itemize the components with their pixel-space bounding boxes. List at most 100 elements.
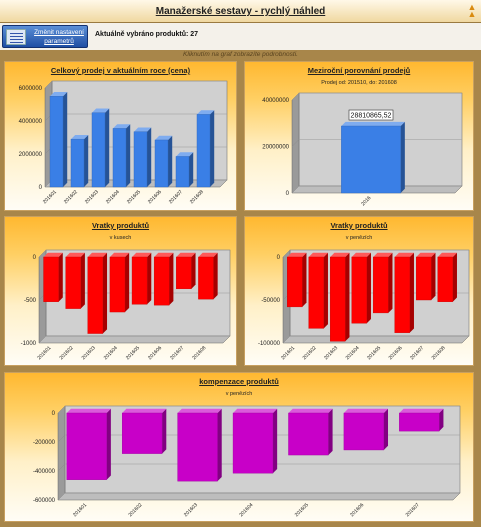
y-tick-label: -500	[24, 298, 37, 304]
bar	[177, 412, 218, 482]
chart-yoy[interactable]: 0 20000000 40000000 2016 28810865,52	[245, 62, 475, 212]
bar-top	[112, 124, 131, 129]
chart-panel-compensation[interactable]: kompenzace produktů v penězích 0 -200000 -…	[4, 372, 474, 522]
chart-total-sales[interactable]: 0 2000000 4000000 6000000 201601 201602 201603…	[5, 62, 238, 212]
gridline-side	[57, 463, 66, 472]
bar-side	[168, 135, 173, 187]
report-settings-icon	[6, 29, 26, 45]
bar-side	[400, 121, 405, 193]
bar-side	[323, 252, 328, 329]
bar-top	[287, 252, 307, 257]
x-tick-label: 201605	[294, 502, 310, 518]
bar-top	[87, 252, 108, 257]
bar-top	[233, 408, 278, 413]
chart-title: kompenzace produktů	[199, 377, 279, 386]
bar-top	[341, 121, 405, 127]
chart-panel-total-sales[interactable]: Celkový prodej v aktuálním roce (cena) 0…	[4, 61, 237, 211]
bar	[175, 156, 190, 188]
y-tick-label: 0	[277, 255, 281, 261]
bar-top	[308, 252, 328, 257]
y-tick-label: -200000	[33, 440, 56, 446]
bar-side	[366, 252, 371, 324]
bar	[70, 138, 85, 188]
x-tick-label: 201602	[128, 502, 144, 518]
bar-side	[217, 408, 222, 482]
x-tick-label: 201603	[81, 345, 97, 361]
gridline-side	[38, 335, 47, 344]
chart-title: Meziroční porovnání prodejů	[307, 66, 411, 75]
double-chevron-up-icon[interactable]: ▲ ▲	[467, 2, 477, 19]
y-tick-label: 6000000	[19, 86, 43, 92]
bar-top	[122, 408, 167, 413]
gridline-side	[282, 249, 291, 258]
bar	[109, 256, 126, 313]
gridline-side	[57, 492, 66, 501]
x-tick-label: 2016	[360, 195, 372, 207]
x-tick-label: 201601	[42, 189, 58, 205]
bar-top	[70, 134, 89, 140]
bar-top	[154, 135, 173, 140]
y-tick-label: -100000	[258, 341, 281, 347]
y-tick-label: -1000	[21, 341, 37, 347]
chart-subtitle: v kusech	[109, 235, 132, 241]
y-tick-label: 0	[52, 411, 56, 417]
bar-side	[328, 408, 333, 456]
bar	[287, 256, 303, 308]
bar	[437, 256, 453, 302]
gridline-side	[282, 335, 291, 344]
bar	[121, 412, 163, 454]
bar-side	[80, 252, 85, 309]
x-tick-label: 201607	[409, 345, 425, 361]
bar-top	[351, 252, 371, 257]
bar	[399, 412, 440, 432]
chart-panel-returns-units[interactable]: Vratky produktů v kusech 0 -500 -1000 20160…	[4, 216, 237, 366]
bar-top	[175, 152, 194, 157]
y-tick-label: 20000000	[262, 145, 289, 151]
plot-floor	[57, 492, 461, 501]
y-tick-label: 0	[33, 255, 37, 261]
x-tick-label: 201602	[302, 345, 318, 361]
bar-side	[84, 134, 89, 187]
bar-side	[147, 127, 152, 187]
chart-subtitle: v penězích	[345, 235, 373, 241]
x-tick-label: 201603	[183, 502, 199, 518]
bar-side	[210, 110, 215, 187]
bar	[65, 256, 81, 309]
x-tick-label: 201601	[36, 345, 52, 361]
gridline-side	[57, 405, 66, 414]
bar-top	[43, 252, 63, 257]
bar	[87, 256, 104, 334]
plot-floor	[38, 335, 231, 344]
bar	[131, 256, 148, 305]
bar-top	[198, 252, 218, 257]
bar-top	[176, 252, 196, 257]
bar-side	[189, 152, 194, 187]
bar-side	[105, 108, 110, 187]
chart-title: Vratky produktů	[330, 221, 388, 230]
title-bar: Manažerské sestavy - rychlý náhled ▲ ▲	[0, 0, 481, 23]
chart-panel-yoy[interactable]: Meziroční porovnání prodejů Prodej od: 2…	[244, 61, 474, 211]
chart-panel-returns-money[interactable]: Vratky produktů v penězích 0 -50000 -10000…	[244, 216, 474, 366]
bar-top	[416, 252, 436, 257]
bar-side	[124, 252, 130, 313]
bar-top	[343, 408, 389, 413]
chart-subtitle: Prodej od: 201510, do: 201608	[321, 80, 397, 86]
y-tick-label: 0	[286, 191, 290, 197]
bar-top	[177, 408, 222, 413]
bar-top	[399, 408, 444, 413]
bar-side	[169, 252, 174, 306]
x-tick-label: 201607	[169, 345, 185, 361]
bar	[308, 256, 324, 329]
bar-side	[162, 408, 167, 454]
bar-top	[437, 252, 457, 257]
chart-compensation[interactable]: 0 -200000 -400000 -600000 201601 201602 201603…	[5, 373, 475, 523]
bar-top	[132, 252, 152, 257]
info-bar: Změnit nastavení parametrů Aktuálně vybr…	[0, 23, 481, 50]
change-settings-button[interactable]: Změnit nastavení parametrů	[2, 25, 88, 48]
change-settings-label: Změnit nastavení parametrů	[34, 29, 84, 45]
y-tick-label: -50000	[261, 298, 280, 304]
bar-side	[147, 252, 152, 305]
hint-text: Kliknutím na graf zobrazíte podrobnosti.	[183, 51, 298, 58]
